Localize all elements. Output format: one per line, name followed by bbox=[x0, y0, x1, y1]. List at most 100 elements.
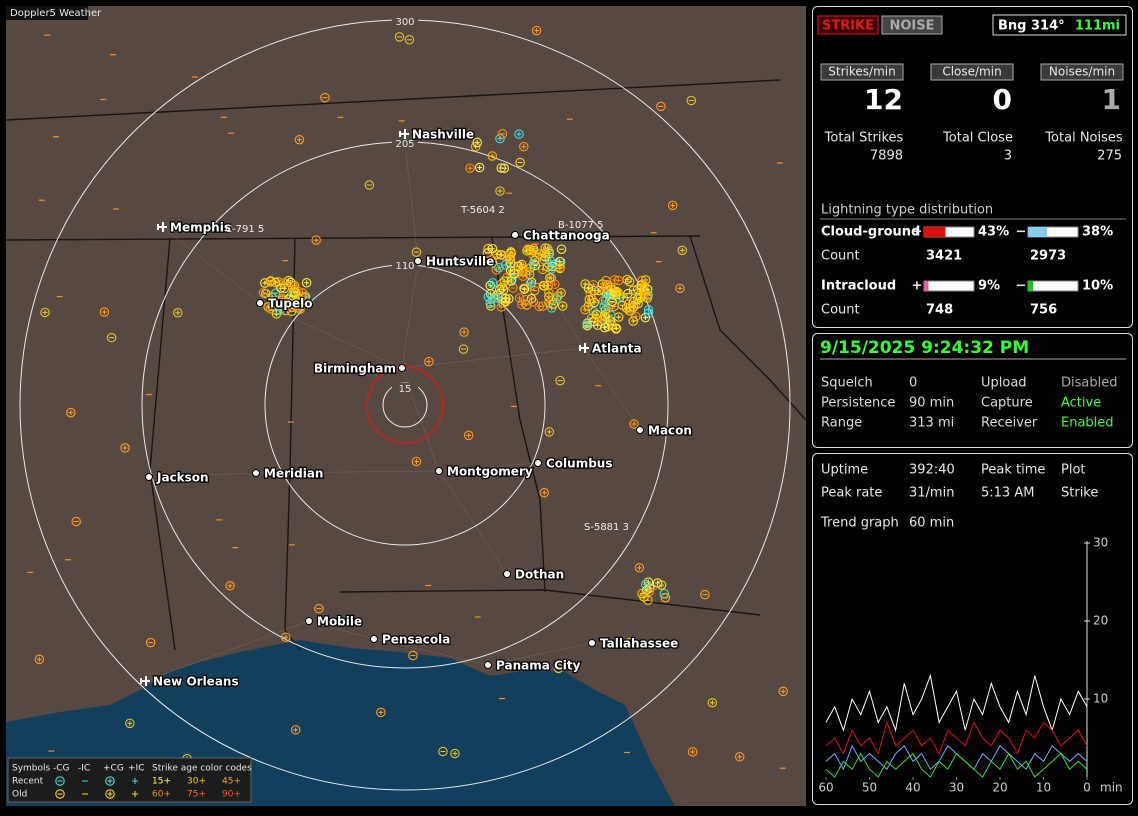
strike-icon bbox=[522, 245, 532, 256]
strike-icon bbox=[545, 273, 555, 283]
x-tick-label: 30 bbox=[949, 781, 964, 795]
strike-icon bbox=[288, 286, 299, 297]
map: 300 205 110 15 Nashville Memphis Huntsville Cha… bbox=[6, 6, 806, 806]
strike-icon bbox=[639, 592, 649, 602]
strike-icon bbox=[515, 157, 525, 168]
mode-label: STRIKE bbox=[822, 19, 874, 34]
strike-icon bbox=[499, 163, 510, 174]
bar-track bbox=[1027, 280, 1079, 292]
strike-icon bbox=[274, 305, 285, 315]
city-dot bbox=[414, 257, 422, 265]
strike-icon bbox=[258, 288, 269, 298]
setting: 313 mi bbox=[909, 416, 954, 431]
strike-icon bbox=[542, 243, 553, 254]
strike-icon bbox=[294, 134, 305, 145]
y-tick-label: 10 bbox=[1093, 692, 1108, 706]
total-label: Total Close bbox=[942, 131, 1013, 146]
distance: 111mi bbox=[1075, 19, 1120, 34]
type-label: Intracloud bbox=[821, 279, 896, 294]
bar-track bbox=[923, 280, 975, 292]
legend-row-label: Recent bbox=[12, 777, 44, 787]
strike-icon bbox=[534, 301, 545, 312]
strike-icon bbox=[707, 697, 718, 708]
strike-icon bbox=[497, 129, 508, 139]
strike-icon bbox=[642, 291, 652, 301]
strike-icon bbox=[314, 603, 324, 614]
strike-icon bbox=[311, 235, 321, 245]
legend-symbol-label: +IC bbox=[128, 764, 144, 774]
strike-icon bbox=[624, 276, 635, 287]
strike-icon bbox=[487, 278, 498, 288]
distribution-title: Lightning type distribution bbox=[821, 203, 993, 218]
strike-icon bbox=[592, 320, 603, 330]
city-dot bbox=[145, 473, 153, 481]
legend-symbol-label: -CG bbox=[53, 764, 70, 774]
strike-icon bbox=[494, 262, 504, 273]
legend-icon bbox=[132, 791, 138, 797]
airport-icon bbox=[579, 343, 589, 353]
legend-age: 30+ bbox=[187, 777, 206, 787]
strike-icon bbox=[625, 637, 635, 648]
strike-icon bbox=[71, 516, 81, 527]
strike-icon bbox=[364, 180, 375, 190]
strike-icon bbox=[675, 283, 685, 294]
strike-icon bbox=[483, 292, 494, 302]
setting: Persistence bbox=[821, 396, 895, 411]
strike-icon bbox=[266, 276, 276, 286]
rate-label: Close/min bbox=[942, 65, 1001, 79]
strike-icon bbox=[557, 301, 568, 311]
rate-value: 1 bbox=[1102, 83, 1121, 116]
x-tick-label: 20 bbox=[992, 781, 1007, 795]
sign: − bbox=[1016, 279, 1027, 294]
x-unit: min bbox=[1100, 781, 1123, 795]
stat: 5:13 AM bbox=[981, 486, 1034, 501]
strike-icon bbox=[519, 141, 529, 152]
strike-icon bbox=[493, 293, 503, 303]
rate-label: Strikes/min bbox=[828, 65, 895, 79]
strike-icon bbox=[505, 265, 516, 276]
strike-icon bbox=[522, 300, 532, 310]
strike-icon bbox=[404, 35, 415, 45]
rate-button bbox=[820, 63, 904, 81]
track-label: B-1077 5 bbox=[558, 220, 603, 231]
strike-icon bbox=[643, 305, 654, 315]
city-label: Jackson bbox=[156, 471, 209, 485]
rate-button bbox=[930, 63, 1014, 81]
legend-age-title: Strike age color codes bbox=[152, 764, 252, 774]
rate-value: 0 bbox=[993, 83, 1012, 116]
city-label: New Orleans bbox=[153, 675, 239, 689]
strike-icon bbox=[485, 289, 496, 299]
strike-icon bbox=[526, 294, 537, 304]
mode-button[interactable] bbox=[817, 15, 879, 35]
strike-icon bbox=[491, 265, 502, 275]
strike-icon bbox=[500, 293, 511, 304]
city-label: Memphis bbox=[170, 221, 231, 235]
x-tick-label: 0 bbox=[1083, 781, 1091, 795]
strike-icon bbox=[99, 307, 110, 317]
rate-label: Noises/min bbox=[1049, 65, 1115, 79]
percent-label: 43% bbox=[978, 225, 1009, 240]
x-tick-label: 40 bbox=[905, 781, 920, 795]
count-label: Count bbox=[821, 303, 860, 318]
strike-icon bbox=[600, 296, 611, 306]
strike-icon bbox=[518, 271, 528, 281]
city-label: Chattanooga bbox=[523, 229, 610, 243]
strike-icon bbox=[621, 303, 632, 313]
strike-icon bbox=[459, 327, 469, 337]
city-label: Atlanta bbox=[592, 342, 642, 356]
mode-button[interactable] bbox=[881, 15, 943, 35]
strike-icon bbox=[376, 707, 386, 718]
strike-icon bbox=[599, 302, 609, 312]
bearing-box bbox=[992, 14, 1127, 36]
strike-icon bbox=[495, 186, 505, 196]
airport-icon bbox=[399, 129, 409, 139]
strike-icon bbox=[640, 275, 651, 285]
strike-icon bbox=[105, 776, 115, 786]
strike-icon bbox=[601, 280, 611, 291]
strike-icon bbox=[524, 269, 535, 279]
city-dot bbox=[370, 635, 378, 643]
setting: Disabled bbox=[1061, 376, 1117, 391]
track-label: S-5881 3 bbox=[584, 522, 629, 533]
city-label: Nashville bbox=[412, 128, 474, 142]
